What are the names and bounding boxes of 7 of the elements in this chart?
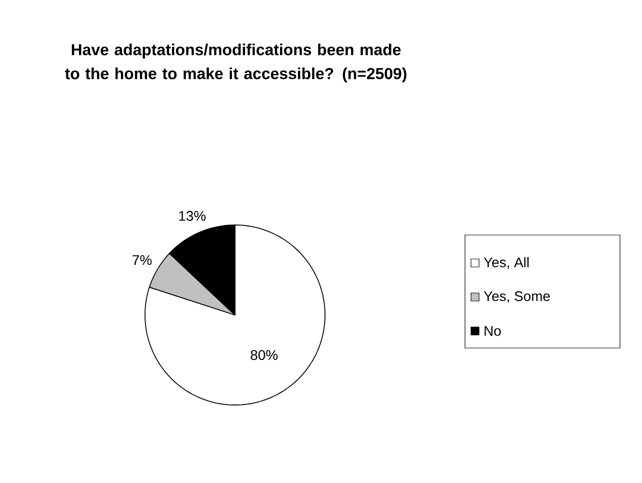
data-label: 80%	[250, 350, 278, 360]
data-label: 13%	[179, 210, 206, 221]
legend-label: Yes, All	[484, 257, 529, 269]
legend-label: Yes, Some	[484, 291, 550, 303]
chart-title: Have adaptations/modifications been made to the home to make it accessible? (n=2509)	[65, 44, 406, 82]
legend-label: No	[484, 326, 501, 336]
data-label: 7%	[132, 255, 152, 265]
